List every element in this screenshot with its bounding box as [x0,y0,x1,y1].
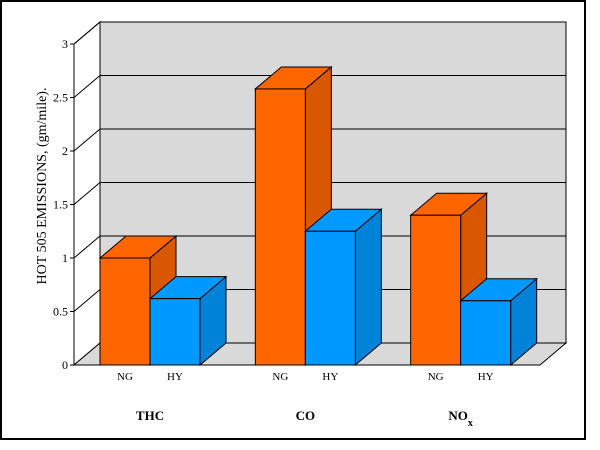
bar-hy-no [459,277,539,367]
y-tick-label: 0 [62,358,68,372]
category-labels: NG HY THC NG HY CO NG HY NOx [117,371,494,429]
gridline [73,75,566,98]
gridline [73,21,566,45]
bars [98,65,539,367]
series-label: HY [322,371,338,383]
y-tick-label: 2.5 [53,91,68,105]
series-label: NG [272,371,288,383]
category-label: NOx [448,408,473,429]
category-subscript: x [468,418,473,429]
gridline [73,182,566,205]
category-label: CO [296,408,316,423]
series-label: HY [478,371,494,383]
bar-front [99,257,151,366]
gridline [73,128,566,152]
series-label: HY [167,371,183,383]
y-tick-label: 0.5 [53,305,68,319]
series-label: NG [117,371,133,383]
y-tick-label: 1 [62,251,68,265]
bar-front [410,214,462,366]
bar-front [304,230,356,366]
bar-hy-co [303,208,383,367]
y-tick-label: 3 [62,37,68,51]
bar-ng-no [409,192,489,367]
bar-side [354,208,382,367]
bar-front [460,300,512,366]
category-label: THC [136,408,164,423]
bar-hy-thc [148,275,228,367]
bar-front [149,298,201,366]
bar-front [254,88,306,366]
series-label: NG [428,371,444,383]
y-tick-label: 2 [62,144,68,158]
y-tick-labels: 0 0.5 1 1.5 2 2.5 3 [53,37,74,372]
y-tick-label: 1.5 [53,198,68,212]
y-axis-label: HOT 505 EMISSIONS, (gm/mile). [35,88,50,285]
